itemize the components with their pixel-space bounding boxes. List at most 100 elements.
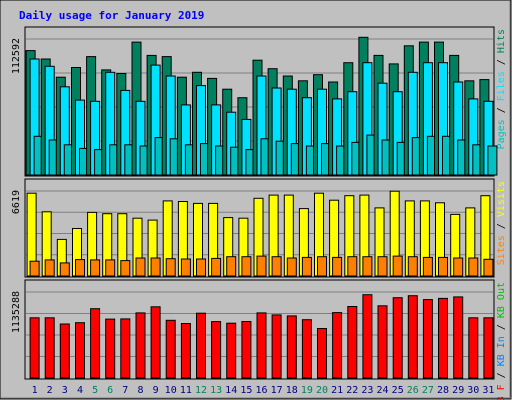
x-tick-label: 9	[153, 385, 159, 396]
bar-sites-day-12	[196, 258, 206, 277]
x-tick-label: 17	[271, 385, 283, 396]
legend-separator: /	[496, 101, 507, 119]
x-axis-day-labels: 1 2 3 4 5 6 7 8 9 10 11 12 13 14 15 16 17 18 19 20 21 22 23 24 2…	[32, 385, 495, 396]
bar-sites-day-30	[468, 257, 479, 277]
bar-sites-day-18	[286, 257, 297, 277]
x-tick-label: 16	[255, 385, 267, 396]
bar-kb-f-day-19	[301, 319, 312, 379]
x-tick-label: 31	[482, 385, 494, 396]
x-tick-label: 27	[422, 385, 434, 396]
bar-kb-f-day-26	[407, 295, 418, 379]
x-tick-label: 21	[331, 385, 343, 396]
legend-entry: KB F	[496, 384, 507, 400]
bar-kb-f-day-30	[468, 317, 479, 379]
bar-kb-f-day-13	[211, 321, 222, 379]
x-tick-label: 25	[392, 385, 404, 396]
legend-separator: /	[496, 366, 507, 384]
x-tick-label: 19	[301, 385, 313, 396]
legend-separator: /	[496, 217, 507, 235]
bars	[25, 36, 498, 176]
bar-kb-f-day-17	[271, 314, 282, 379]
x-tick-label: 2	[47, 385, 53, 396]
bar-sites-day-24	[377, 256, 388, 277]
bar-kb-f-day-11	[180, 323, 191, 379]
x-tick-label: 24	[376, 385, 388, 396]
bar-sites-day-4	[75, 259, 85, 277]
bar-kb-f-day-29	[453, 296, 464, 379]
x-tick-label: 13	[210, 385, 222, 396]
x-tick-label: 30	[467, 385, 479, 396]
panel-frame	[24, 279, 495, 380]
bar-kb-f-day-3	[59, 323, 70, 379]
legend-separator: /	[496, 318, 507, 336]
x-tick-label: 10	[165, 385, 177, 396]
legend: KB F / KB In / KB Out	[496, 282, 507, 400]
bar-sites-day-14	[226, 256, 237, 277]
legend-entry: Sites	[496, 235, 507, 265]
bar-kb-f-day-24	[377, 305, 388, 379]
y-axis-max-label: 6619	[11, 190, 22, 214]
x-tick-label: 7	[122, 385, 128, 396]
bar-kb-f-day-28	[438, 297, 448, 379]
bar-pages-day-31	[487, 145, 498, 176]
bar-kb-f-day-8	[135, 312, 146, 379]
bar-kb-f-day-4	[75, 322, 85, 379]
bar-sites-day-1	[29, 260, 40, 277]
bar-kb-f-day-1	[29, 317, 40, 379]
bar-sites-day-6	[105, 259, 116, 277]
panel-frame	[24, 178, 495, 278]
y-axis-max-label: 112592	[11, 38, 22, 74]
legend-entry: KB Out	[496, 282, 507, 318]
bar-sites-day-28	[438, 256, 448, 277]
bar-kb-f-day-5	[90, 308, 101, 379]
x-tick-label: 3	[62, 385, 68, 396]
legend: Pages / Files / Hits	[496, 29, 507, 149]
bar-sites-day-27	[422, 256, 433, 277]
x-tick-label: 1	[32, 385, 38, 396]
x-tick-label: 8	[137, 385, 143, 396]
legend-entry: Hits	[496, 29, 507, 53]
bar-sites-day-29	[453, 257, 464, 277]
x-tick-label: 14	[225, 385, 237, 396]
legend-entry: KB In	[496, 336, 507, 366]
bar-sites-day-21	[332, 256, 343, 277]
x-tick-label: 6	[107, 385, 113, 396]
panel-3: 1135288 KB F / KB In / KB Out	[11, 279, 507, 400]
bar-sites-day-26	[407, 256, 418, 277]
bar-sites-day-3	[59, 262, 70, 277]
bar-sites-day-2	[44, 259, 55, 277]
y-axis-max-label: 1135288	[11, 291, 22, 333]
bars	[29, 294, 494, 379]
legend-entry: Pages	[496, 119, 507, 149]
bar-kb-f-day-20	[317, 328, 327, 379]
x-tick-label: 23	[361, 385, 373, 396]
bar-sites-day-23	[362, 256, 373, 277]
x-tick-label: 22	[346, 385, 358, 396]
bar-kb-f-day-25	[392, 297, 403, 379]
x-tick-label: 18	[286, 385, 298, 396]
bar-kb-f-day-12	[196, 312, 206, 379]
panel-1: 112592 Pages / Files / Hits	[11, 26, 507, 177]
bar-sites-day-25	[392, 255, 403, 277]
x-tick-label: 5	[92, 385, 98, 396]
chart-title: Daily usage for January 2019	[19, 9, 204, 22]
bar-kb-f-day-15	[241, 321, 252, 379]
bar-kb-f-day-7	[120, 318, 131, 379]
bar-kb-f-day-21	[332, 312, 343, 379]
bar-kb-f-day-14	[226, 322, 237, 379]
bar-kb-f-day-16	[256, 312, 267, 379]
x-tick-label: 29	[452, 385, 464, 396]
x-tick-label: 11	[180, 385, 192, 396]
bar-sites-day-17	[271, 256, 282, 277]
x-tick-label: 4	[77, 385, 83, 396]
bars	[26, 190, 494, 277]
bar-sites-day-19	[301, 256, 312, 277]
legend-separator: /	[496, 53, 507, 71]
panel-frame	[24, 26, 495, 177]
bar-sites-day-7	[120, 260, 131, 277]
bar-kb-f-day-31	[483, 317, 494, 379]
bar-sites-day-9	[150, 257, 161, 277]
bar-sites-day-15	[241, 256, 252, 277]
legend-entry: Visits	[496, 181, 507, 217]
